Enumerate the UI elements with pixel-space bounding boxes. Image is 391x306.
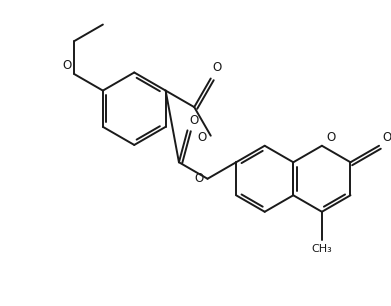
Text: O: O — [62, 59, 72, 72]
Text: O: O — [382, 131, 391, 144]
Text: CH₃: CH₃ — [312, 244, 332, 254]
Text: O: O — [213, 62, 222, 74]
Text: O: O — [326, 131, 335, 144]
Text: O: O — [194, 172, 203, 185]
Text: O: O — [197, 131, 206, 144]
Text: O: O — [190, 114, 199, 127]
